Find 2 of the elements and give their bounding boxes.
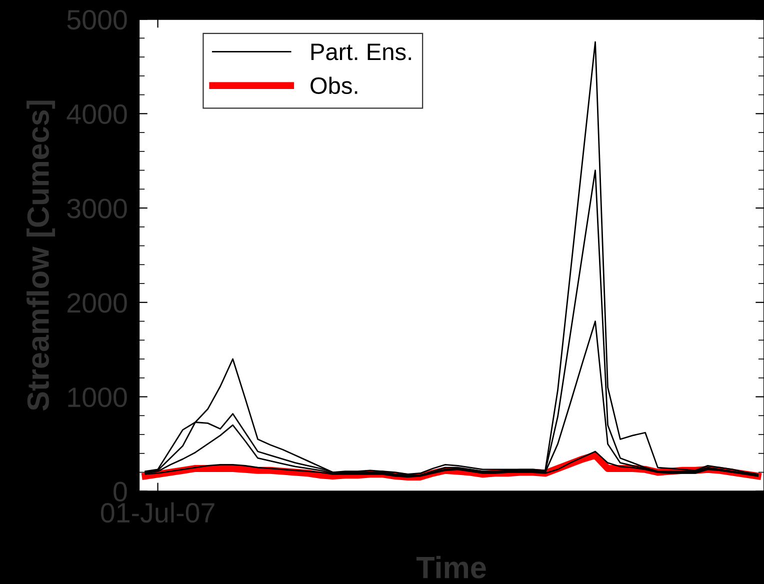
legend-label: Obs. — [310, 76, 358, 94]
legend-label: Part. Ens. — [311, 44, 411, 60]
